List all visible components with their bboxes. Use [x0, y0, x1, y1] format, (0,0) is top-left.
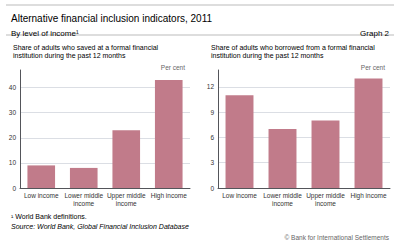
svg-text:20: 20 [9, 134, 17, 141]
svg-text:12: 12 [207, 83, 215, 90]
svg-text:Low income: Low income [24, 192, 59, 199]
svg-text:By level of income¹: By level of income¹ [11, 29, 79, 38]
svg-text:0: 0 [210, 185, 214, 192]
svg-text:High income: High income [350, 192, 387, 200]
svg-text:30: 30 [9, 109, 17, 116]
svg-text:institution during the past 12: institution during the past 12 months [13, 52, 126, 60]
svg-text:Graph 2: Graph 2 [360, 29, 389, 38]
svg-text:Share of adults who borrowed f: Share of adults who borrowed from a form… [211, 44, 375, 51]
svg-text:Lower middle: Lower middle [263, 192, 302, 199]
svg-text:Upper middle: Upper middle [106, 192, 146, 200]
svg-text:Per cent: Per cent [161, 64, 185, 71]
svg-text:¹ World Bank definitions.: ¹ World Bank definitions. [11, 213, 87, 220]
svg-text:income: income [116, 200, 137, 207]
svg-text:3: 3 [210, 159, 214, 166]
svg-text:income: income [73, 200, 94, 207]
svg-text:Source: World Bank, Global Fin: Source: World Bank, Global Financial Inc… [11, 223, 189, 230]
svg-text:High income: High income [151, 192, 188, 200]
svg-text:Upper middle: Upper middle [306, 192, 345, 200]
svg-text:6: 6 [210, 134, 214, 141]
svg-text:Alternative financial inclusio: Alternative financial inclusion indicato… [11, 13, 212, 24]
svg-text:Share of adults who saved at a: Share of adults who saved at a formal fi… [13, 44, 159, 51]
svg-text:40: 40 [9, 84, 17, 91]
svg-text:9: 9 [210, 109, 214, 116]
svg-text:10: 10 [9, 159, 17, 166]
svg-text:Lower middle: Lower middle [64, 192, 103, 199]
svg-text:income: income [315, 200, 336, 207]
svg-text:institution during the past 12: institution during the past 12 months [211, 52, 324, 60]
svg-text:income: income [272, 200, 293, 207]
svg-text:Per cent: Per cent [361, 64, 385, 71]
svg-text:Low income: Low income [222, 192, 257, 199]
svg-text:0: 0 [12, 185, 16, 192]
svg-text:© Bank for International Settl: © Bank for International Settlements [284, 234, 389, 241]
